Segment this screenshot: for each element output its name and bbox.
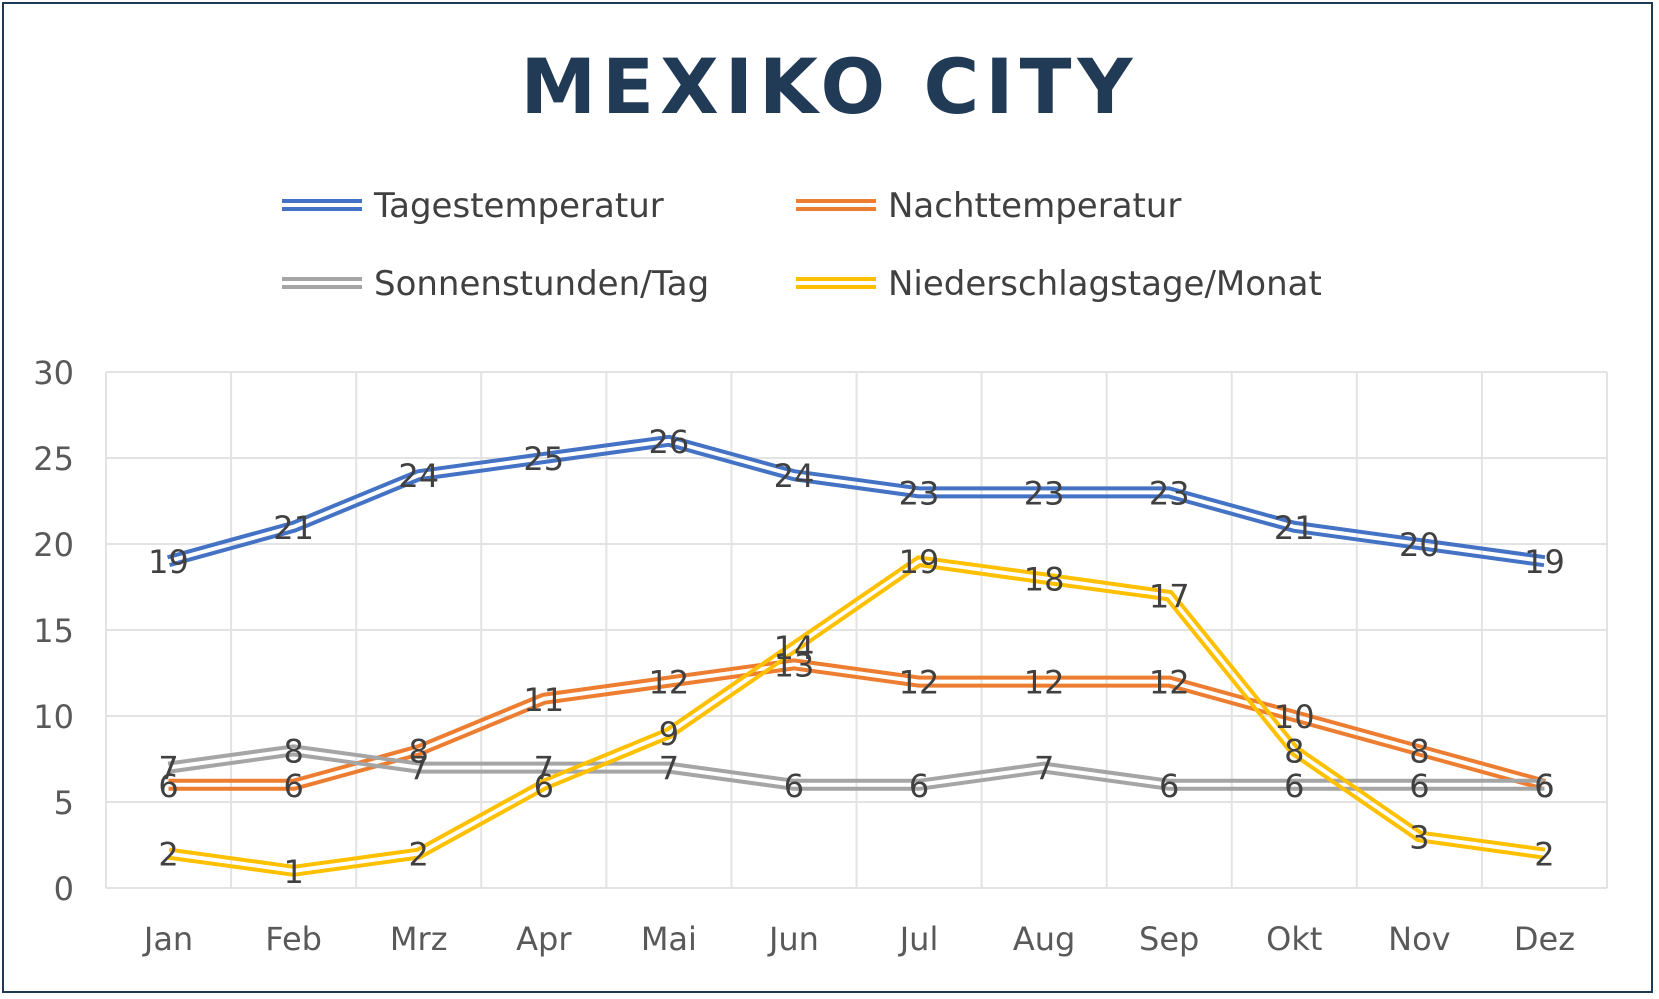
y-tick-label: 25	[33, 440, 74, 478]
data-label: 19	[899, 543, 940, 581]
x-tick-label: Jun	[767, 920, 819, 958]
data-label: 18	[1024, 560, 1065, 598]
series-niederschlagstage-monat	[167, 555, 1546, 877]
data-label: 6	[909, 767, 929, 805]
series-line-inner	[168, 752, 1545, 791]
data-label: 19	[148, 543, 189, 581]
data-label: 20	[1399, 526, 1440, 564]
x-tick-label: Aug	[1013, 920, 1075, 958]
x-tick-label: Dez	[1514, 920, 1575, 958]
x-tick-label: Okt	[1266, 920, 1322, 958]
data-label: 7	[534, 750, 554, 788]
data-label: 25	[523, 440, 564, 478]
data-label: 9	[659, 715, 679, 753]
data-label: 3	[1409, 818, 1429, 856]
legend-item: Nachttemperatur	[796, 186, 1181, 226]
x-tick-label: Apr	[516, 920, 572, 958]
data-label: 6	[1284, 767, 1304, 805]
data-label: 2	[158, 836, 178, 874]
data-label: 8	[283, 732, 303, 770]
data-label: 24	[398, 457, 439, 495]
axis-labels: 0 5 10 15 20 25 30 Jan Feb Mrz Apr Mai Jun Jul Aug Sep O…	[33, 354, 1575, 958]
data-label: 1	[283, 853, 303, 891]
data-label: 6	[1409, 767, 1429, 805]
data-label: 6	[1159, 767, 1179, 805]
data-label: 11	[523, 681, 564, 719]
data-label: 6	[1534, 767, 1554, 805]
y-tick-label: 30	[33, 354, 74, 392]
data-label: 6	[784, 767, 804, 805]
y-tick-label: 10	[33, 698, 74, 736]
chart-title: MEXIKO CITY	[520, 42, 1139, 131]
data-label: 6	[158, 767, 178, 805]
legend-label: Tagestemperatur	[373, 186, 664, 226]
data-label: 7	[659, 750, 679, 788]
x-tick-label: Nov	[1388, 920, 1450, 958]
y-tick-label: 5	[54, 784, 74, 822]
data-label: 23	[899, 474, 940, 512]
y-tick-label: 20	[33, 526, 74, 564]
x-tick-label: Sep	[1139, 920, 1199, 958]
data-label: 21	[273, 509, 314, 547]
series-line-outer	[166, 434, 1546, 560]
data-label: 12	[1024, 664, 1065, 702]
data-label: 8	[1409, 732, 1429, 770]
data-label: 6	[283, 767, 303, 805]
legend-item: Tagestemperatur	[282, 186, 664, 226]
series-line-outer	[167, 744, 1545, 783]
legend-label: Niederschlagstage/Monat	[888, 264, 1322, 304]
x-tick-label: Mrz	[390, 920, 448, 958]
data-label: 6	[534, 767, 554, 805]
x-tick-label: Jul	[898, 920, 939, 958]
legend: Tagestemperatur Nachttemperatur Sonnenstun…	[282, 186, 1322, 304]
data-label: 8	[1284, 732, 1304, 770]
series-line-inner	[169, 442, 1545, 568]
data-label: 12	[649, 664, 690, 702]
series-line-inner	[167, 563, 1545, 877]
y-tick-label: 0	[54, 870, 74, 908]
x-tick-label: Feb	[265, 920, 322, 958]
data-label: 10	[1274, 698, 1315, 736]
data-label: 24	[774, 457, 815, 495]
x-tick-label: Jan	[142, 920, 193, 958]
series-lines	[166, 434, 1547, 877]
data-label: 2	[1534, 836, 1554, 874]
data-label: 23	[1024, 474, 1065, 512]
data-label: 17	[1149, 578, 1190, 616]
legend-label: Nachttemperatur	[888, 186, 1181, 226]
data-label: 21	[1274, 509, 1315, 547]
data-label: 7	[1034, 750, 1054, 788]
data-label: 12	[899, 664, 940, 702]
data-label: 26	[649, 423, 690, 461]
legend-item: Niederschlagstage/Monat	[796, 264, 1322, 304]
data-label: 14	[774, 629, 815, 667]
series-line-outer	[168, 658, 1547, 783]
data-label: 19	[1524, 543, 1565, 581]
x-tick-label: Mai	[641, 920, 697, 958]
data-label: 13	[774, 646, 815, 684]
data-label: 23	[1149, 474, 1190, 512]
series-sonnenstunden-tag	[167, 744, 1545, 791]
data-label: 12	[1149, 664, 1190, 702]
y-tick-label: 15	[33, 612, 74, 650]
data-label: 2	[409, 836, 429, 874]
data-label: 7	[158, 750, 178, 788]
data-label: 8	[409, 732, 429, 770]
legend-label: Sonnenstunden/Tag	[374, 264, 709, 304]
gridlines	[105, 371, 1608, 889]
legend-item: Sonnenstunden/Tag	[282, 264, 709, 304]
data-label: 6	[1534, 767, 1554, 805]
data-label: 7	[409, 750, 429, 788]
series-tagestemperatur	[166, 434, 1546, 568]
series-line-outer	[168, 555, 1546, 869]
